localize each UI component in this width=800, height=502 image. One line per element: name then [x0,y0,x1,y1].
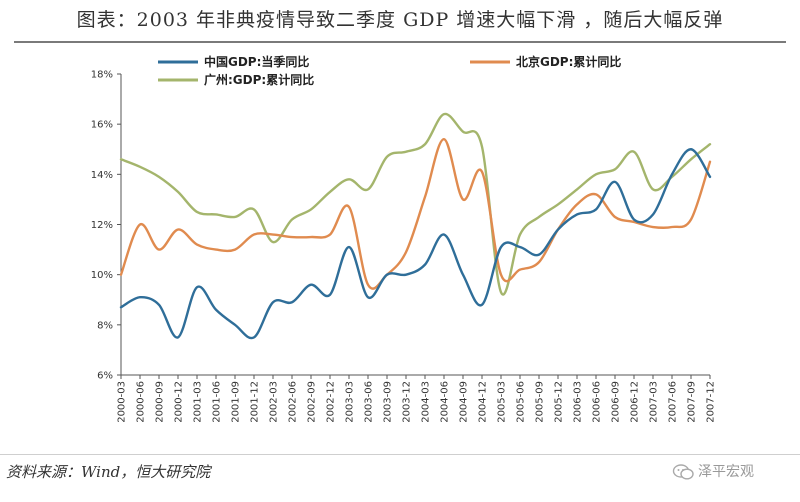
wechat-icon [672,464,694,480]
x-tick-label: 2000-06 [136,381,147,423]
watermark: 泽平宏观 [672,458,754,486]
x-tick-label: 2003-06 [364,381,375,423]
x-tick-label: 2000-03 [117,381,128,423]
series-line-beijing [119,138,712,290]
x-tick-label: 2000-09 [155,381,166,423]
x-tick-label: 2001-03 [193,381,204,423]
x-tick-label: 2006-09 [611,381,622,423]
x-tick-label: 2002-03 [269,381,280,423]
x-tick-label: 2002-06 [288,381,299,423]
line-chart: 6% 8% 10% 12% 14% 16% 18% 2000-03 2000-06 2000-09… [91,54,717,423]
x-tick-label: 2003-03 [345,381,356,423]
x-tick-label: 2001-09 [231,381,242,423]
y-tick-label: 14% [91,170,113,181]
y-tick-label: 8% [97,320,113,331]
x-tick-label: 2007-06 [668,381,679,423]
y-tick-label: 10% [91,270,113,281]
x-tick-label: 2001-12 [250,381,261,423]
y-tick-label: 6% [97,371,113,382]
x-tick-label: 2000-12 [174,381,185,423]
x-tick-label: 2006-03 [573,381,584,423]
x-tick-label: 2003-12 [402,381,413,423]
legend-label-guangzhou: 广州:GDP:累计同比 [204,72,314,87]
x-tick-label: 2005-12 [554,381,565,423]
x-tick-label: 2005-06 [516,381,527,423]
chart-title: 图表：2003 年非典疫情导致二季度 GDP 增速大幅下滑 ，随后大幅反弹 [76,9,724,31]
chart-series [119,112,712,340]
series-line-china [119,148,712,340]
chart-axes: 6% 8% 10% 12% 14% 16% 18% 2000-03 2000-06 2000-09… [91,70,717,423]
legend-label-china: 中国GDP:当季同比 [204,54,309,69]
footer-divider [0,454,800,455]
x-tick-label: 2002-12 [326,381,337,423]
x-tick-label: 2004-12 [478,381,489,423]
x-tick-label: 2007-09 [687,381,698,423]
title-divider [14,41,786,43]
series-line-guangzhou [119,112,712,296]
x-tick-label: 2001-06 [212,381,223,423]
x-tick-label: 2006-06 [592,381,603,423]
x-tick-label: 2005-09 [535,381,546,423]
x-tick-label: 2003-09 [383,381,394,423]
watermark-text: 泽平宏观 [698,464,754,480]
x-tick-label: 2004-03 [421,381,432,423]
x-tick-label: 2004-09 [459,381,470,423]
legend-label-beijing: 北京GDP:累计同比 [516,54,621,69]
x-tick-label: 2007-03 [649,381,660,423]
x-tick-label: 2002-09 [307,381,318,423]
source-note: 资料来源：Wind，恒大研究院 [6,463,211,481]
x-tick-label: 2007-12 [706,381,717,423]
x-tick-label: 2006-12 [630,381,641,423]
x-tick-label: 2005-03 [497,381,508,423]
x-tick-label: 2004-06 [440,381,451,423]
y-tick-label: 12% [91,220,113,231]
y-tick-label: 18% [91,70,113,81]
y-tick-label: 16% [91,120,113,131]
